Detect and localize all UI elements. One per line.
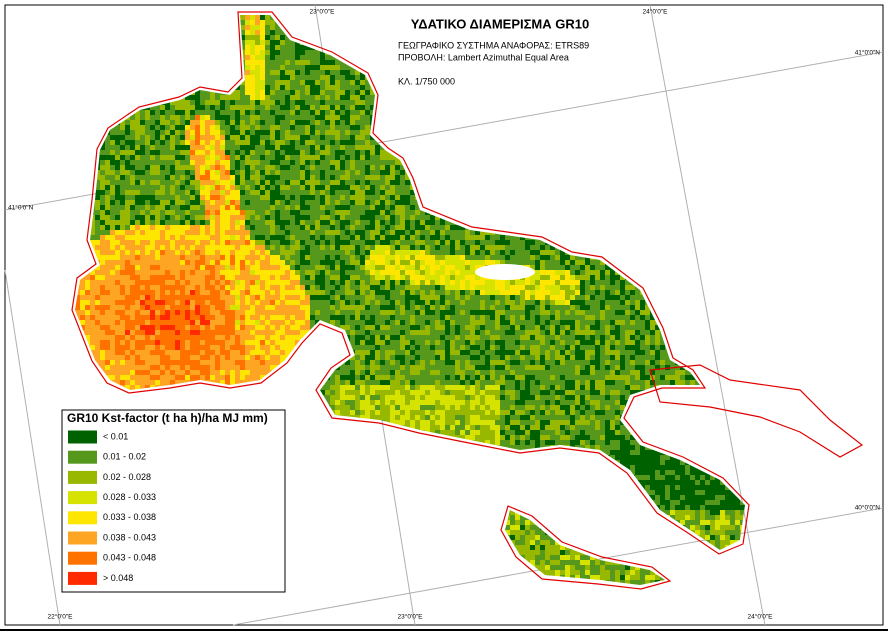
graticule-labels: 23°0'0"E 24°0'0"E 41°0'0"N 41°0'0"N 40°0'0"N… xyxy=(8,8,880,621)
graticule-label: 41°0'0"N xyxy=(8,204,34,212)
legend-swatch xyxy=(68,571,97,585)
legend-swatch xyxy=(68,491,97,505)
meridian xyxy=(4,269,61,626)
lake xyxy=(475,264,535,280)
legend: GR10 Kst-factor (t ha h)/ha MJ mm) < 0.0… xyxy=(61,409,286,593)
legend-title: GR10 Kst-factor (t ha h)/ha MJ mm) xyxy=(67,411,268,425)
legend-label: > 0.048 xyxy=(103,573,133,583)
graticule-label: 23°0'0"E xyxy=(310,8,336,16)
raster-class xyxy=(75,115,275,400)
legend-swatch xyxy=(68,430,97,444)
legend-swatch xyxy=(68,450,97,464)
legend-label: < 0.01 xyxy=(103,431,128,441)
legend-swatch xyxy=(68,551,97,565)
legend-label: 0.02 - 0.028 xyxy=(103,472,151,482)
projection: ΠΡΟΒΟΛΗ: Lambert Azimuthal Equal Area xyxy=(398,52,569,62)
outline xyxy=(71,11,750,555)
legend-label: 0.038 - 0.043 xyxy=(103,532,156,542)
legend-box xyxy=(61,409,286,593)
scale: ΚΛ. 1/750 000 xyxy=(398,76,455,86)
graticule-label: 24°0'0"E xyxy=(643,8,669,16)
raster-class xyxy=(125,290,210,350)
graticule-label: 40°0'0"N xyxy=(855,504,881,512)
legend-label: 0.043 - 0.048 xyxy=(103,553,156,563)
map-title: ΥΔΑΤΙΚΟ ΔΙΑΜΕΡΙΣΜΑ GR10 xyxy=(411,16,589,31)
basin-outline xyxy=(71,11,864,590)
legend-swatch xyxy=(68,470,97,484)
legend-swatch xyxy=(68,511,97,525)
legend-swatch xyxy=(68,531,97,545)
graticule-label: 22°0'0"E xyxy=(48,613,74,621)
outline xyxy=(500,505,672,590)
legend-label: 0.028 - 0.033 xyxy=(103,492,156,502)
graticule-label: 41°0'0"N xyxy=(855,49,881,57)
graticule-label: 24°0'0"E xyxy=(748,613,774,621)
legend-label: 0.033 - 0.038 xyxy=(103,512,156,522)
outline xyxy=(649,364,864,458)
graticule-label: 23°0'0"E xyxy=(398,613,424,621)
reference-system: ΓΕΩΓΡΑΦΙΚΟ ΣΥΣΤΗΜΑ ΑΝΑΦΟΡΑΣ: ETRS89 xyxy=(398,40,589,50)
legend-label: 0.01 - 0.02 xyxy=(103,452,146,462)
